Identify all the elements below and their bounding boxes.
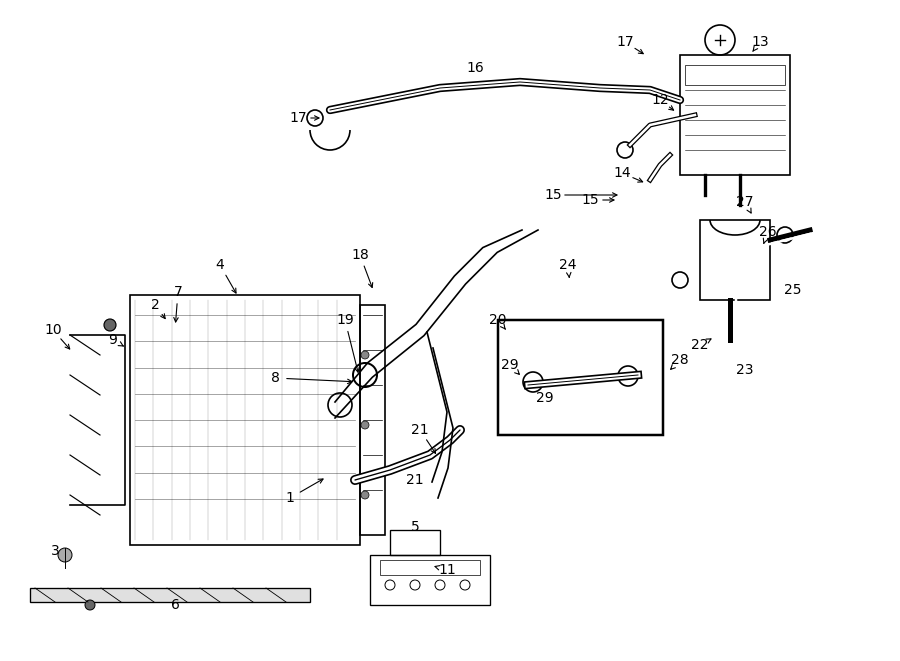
Text: 25: 25 — [784, 283, 802, 297]
Text: 20: 20 — [490, 313, 507, 327]
Text: 13: 13 — [752, 35, 769, 49]
Text: 14: 14 — [613, 166, 631, 180]
Text: 23: 23 — [736, 363, 754, 377]
Bar — [30, 588, 310, 602]
Text: 2: 2 — [150, 298, 159, 312]
Text: 29: 29 — [501, 358, 518, 372]
Text: 21: 21 — [406, 473, 424, 487]
Text: 28: 28 — [671, 353, 688, 367]
Text: 6: 6 — [171, 598, 179, 612]
Bar — [498, 320, 663, 435]
Text: 10: 10 — [44, 323, 62, 337]
Text: 29: 29 — [536, 391, 554, 405]
Bar — [700, 220, 770, 300]
Bar — [685, 65, 785, 85]
Text: 7: 7 — [174, 285, 183, 299]
Circle shape — [361, 491, 369, 499]
Text: 17: 17 — [289, 111, 307, 125]
Bar — [680, 55, 790, 175]
Circle shape — [361, 351, 369, 359]
Text: 27: 27 — [736, 195, 754, 209]
Text: 12: 12 — [652, 93, 669, 107]
Text: 1: 1 — [285, 491, 294, 505]
Text: 15: 15 — [581, 193, 598, 207]
Circle shape — [361, 421, 369, 429]
Text: 5: 5 — [410, 520, 419, 534]
Circle shape — [104, 319, 116, 331]
Text: 4: 4 — [216, 258, 224, 272]
Text: 17: 17 — [616, 35, 634, 49]
Text: 3: 3 — [50, 544, 59, 558]
Text: 26: 26 — [760, 225, 777, 239]
Text: 19: 19 — [336, 313, 354, 327]
Text: 16: 16 — [466, 61, 484, 75]
Text: 8: 8 — [271, 371, 279, 385]
Circle shape — [85, 600, 95, 610]
Bar — [390, 530, 440, 555]
Text: 21: 21 — [411, 423, 428, 437]
Text: 11: 11 — [438, 563, 456, 577]
Text: 22: 22 — [691, 338, 709, 352]
Text: 9: 9 — [109, 333, 117, 347]
Bar — [360, 305, 385, 535]
Text: 15: 15 — [544, 188, 562, 202]
Circle shape — [58, 548, 72, 562]
Bar — [130, 295, 360, 545]
Bar — [380, 560, 480, 575]
Bar — [370, 555, 490, 605]
Text: 18: 18 — [351, 248, 369, 262]
Text: 24: 24 — [559, 258, 577, 272]
